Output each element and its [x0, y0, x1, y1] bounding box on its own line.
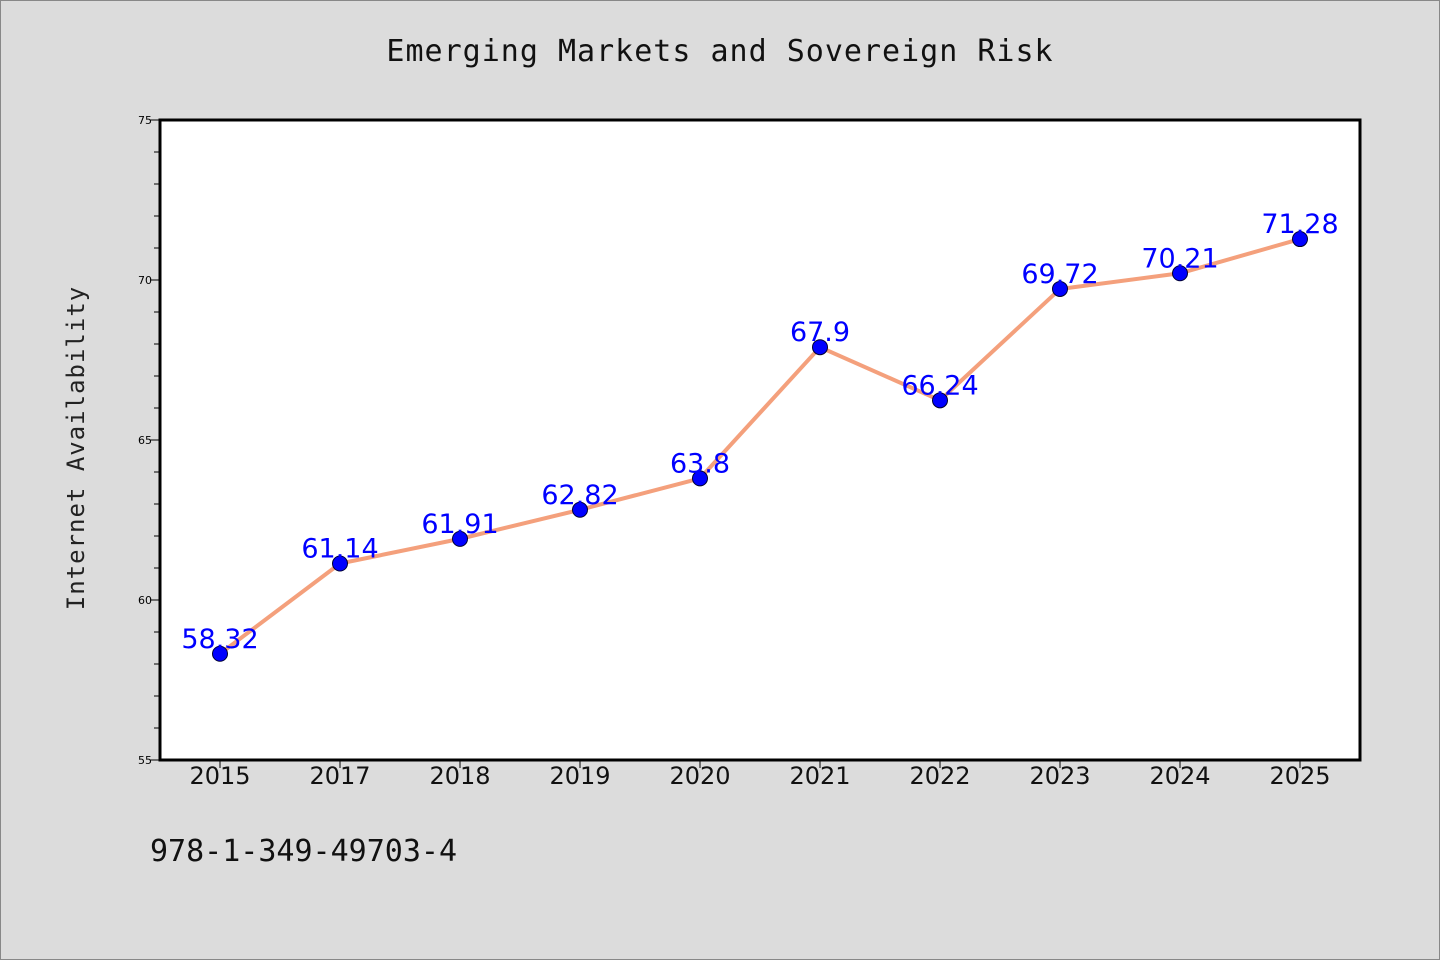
x-tick-label: 2023: [1029, 762, 1090, 790]
data-label: 67.9: [790, 317, 850, 348]
data-label: 61.91: [421, 509, 498, 540]
x-tick-label: 2017: [309, 762, 370, 790]
x-tick-label: 2021: [789, 762, 850, 790]
data-point: [692, 470, 708, 487]
data-label: 70.21: [1141, 243, 1218, 274]
data-point: [572, 501, 588, 518]
y-tick-label: 75: [138, 114, 152, 127]
data-label: 63.8: [670, 448, 730, 479]
x-tick-label: 2019: [549, 762, 610, 790]
data-label: 62.82: [541, 480, 618, 511]
data-point: [212, 645, 228, 662]
x-tick-label: 2022: [909, 762, 970, 790]
x-tick-label: 2025: [1269, 762, 1330, 790]
x-tick-label: 2015: [189, 762, 250, 790]
data-point: [1052, 280, 1068, 297]
x-tick-label: 2020: [669, 762, 730, 790]
y-tick-label: 60: [138, 594, 152, 607]
data-label: 71.28: [1261, 209, 1338, 240]
x-tick-label: 2018: [429, 762, 490, 790]
x-tick-label: 2024: [1149, 762, 1210, 790]
data-label: 66.24: [901, 370, 978, 401]
y-tick-label: 65: [138, 434, 152, 447]
chart-title: Emerging Markets and Sovereign Risk: [386, 34, 1054, 69]
series-line: [218, 237, 1301, 656]
plot-area: [158, 118, 1362, 762]
isbn-footnote: 978-1-349-49703-4: [150, 834, 458, 869]
data-point: [332, 555, 348, 572]
y-tick-label: 70: [138, 274, 152, 287]
data-label: 58.32: [181, 624, 258, 655]
data-point: [452, 530, 468, 547]
data-point: [812, 339, 828, 356]
data-label: 61.14: [301, 534, 378, 565]
data-point: [1172, 265, 1188, 282]
data-point: [932, 392, 948, 409]
y-tick-label: 55: [138, 754, 152, 767]
data-label: 69.72: [1021, 259, 1098, 290]
data-point: [1292, 231, 1308, 248]
